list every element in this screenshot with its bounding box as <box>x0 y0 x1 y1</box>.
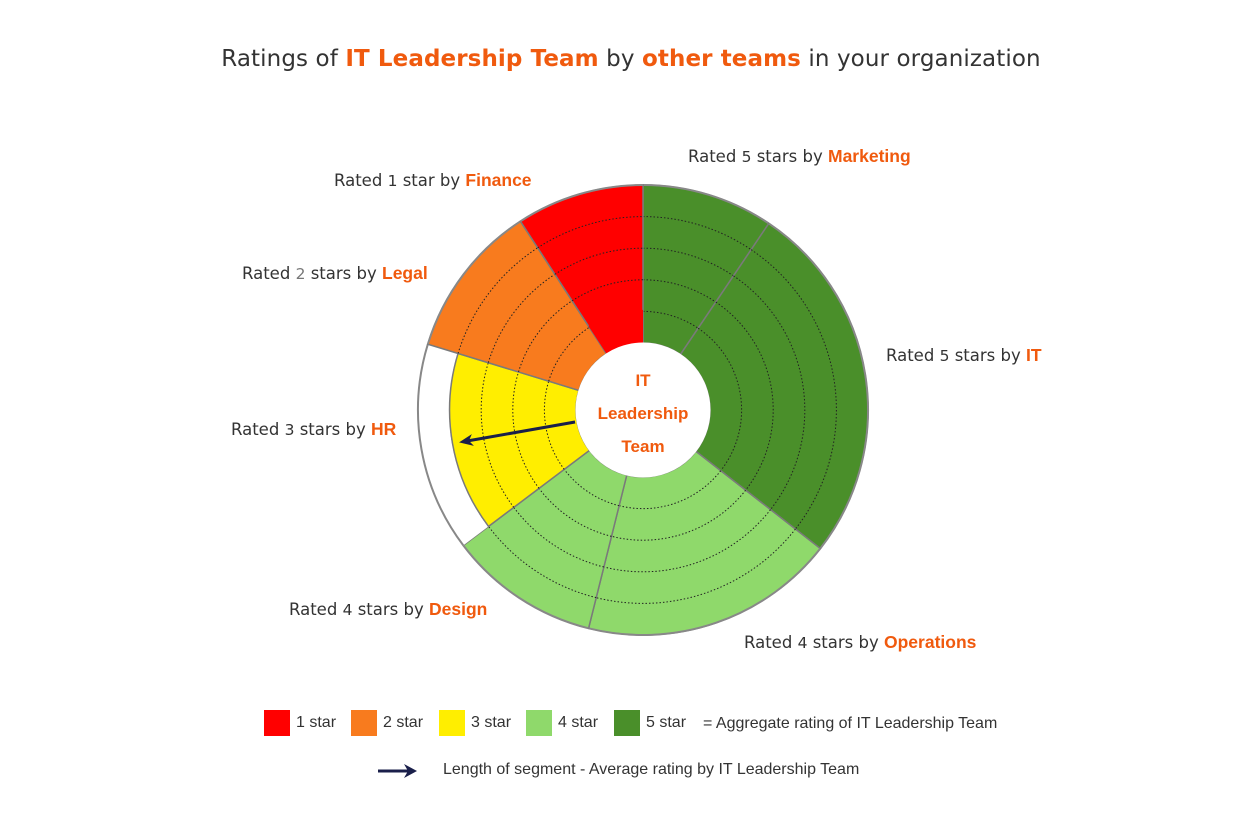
guide-arc <box>733 275 806 510</box>
center-label-line: Leadership <box>598 404 689 423</box>
title-subject: IT Leadership Team <box>345 46 599 72</box>
outer-ring-hr <box>417 343 465 547</box>
guide-arc <box>554 247 644 275</box>
legend-swatch <box>351 710 377 736</box>
guide-arc <box>642 216 752 251</box>
segment-label-hr: Rated 3 stars by HR <box>231 419 397 439</box>
guide-arc <box>603 509 771 573</box>
segment-label-legal: Rated 2 stars by Legal <box>242 263 428 283</box>
segment-finance-core <box>588 309 643 354</box>
guide-arc <box>513 507 604 568</box>
guide-arc <box>488 526 597 599</box>
outer-ring-design <box>462 544 589 630</box>
title-prefix: Ratings of <box>221 46 338 72</box>
guide-arc <box>715 301 774 491</box>
segment-label-marketing: Rated 5 stars by Marketing <box>688 146 911 166</box>
outer-ring-legal <box>426 220 522 345</box>
outer-ring-finance <box>519 184 644 223</box>
guide-arc <box>642 279 717 303</box>
outer-ring-it <box>768 222 869 550</box>
guide-arc <box>563 469 620 507</box>
rating-arrow <box>464 420 576 443</box>
guide-arc <box>697 327 743 472</box>
guide-arc <box>642 310 699 329</box>
segment-label-operations: Rated 4 stars by Operations <box>744 632 977 652</box>
title-middle: by <box>606 46 635 72</box>
guide-arc <box>537 216 644 249</box>
guide-arc <box>487 273 556 363</box>
legend-swatch <box>526 710 552 736</box>
legend-swatch <box>264 710 290 736</box>
guide-arc <box>518 300 573 373</box>
outer-ring-operations <box>588 547 822 636</box>
guide-arc <box>512 371 540 489</box>
center-label-line: Team <box>621 437 664 456</box>
guide-arc <box>457 247 538 354</box>
segment-label-design: Rated 4 stars by Design <box>289 599 488 619</box>
arrow-icon <box>378 764 417 778</box>
segment-label-it: Rated 5 stars by IT <box>886 345 1042 365</box>
guide-arc <box>480 362 515 508</box>
title-suffix: in your organization <box>808 46 1041 72</box>
chart-title: Ratings of IT Leadership Team by other t… <box>0 46 1250 72</box>
segment-label-finance: Rated 1 star by Finance <box>334 170 532 190</box>
guide-arc <box>611 489 746 541</box>
legend-swatch <box>439 710 465 736</box>
legend-arrow-text: Length of segment - Average rating by IT… <box>443 761 860 778</box>
title-raters: other teams <box>641 46 801 72</box>
outer-ring-marketing <box>642 184 770 225</box>
guide-arc <box>750 249 837 530</box>
legend-aggregate-text: = Aggregate rating of IT Leadership Team <box>703 715 998 732</box>
legend-swatch <box>614 710 640 736</box>
center-circle <box>575 342 711 478</box>
rating-arrow-head <box>459 434 474 446</box>
guide-arc <box>619 470 722 510</box>
guide-arc <box>596 528 796 604</box>
center-label-line: IT <box>635 371 651 390</box>
